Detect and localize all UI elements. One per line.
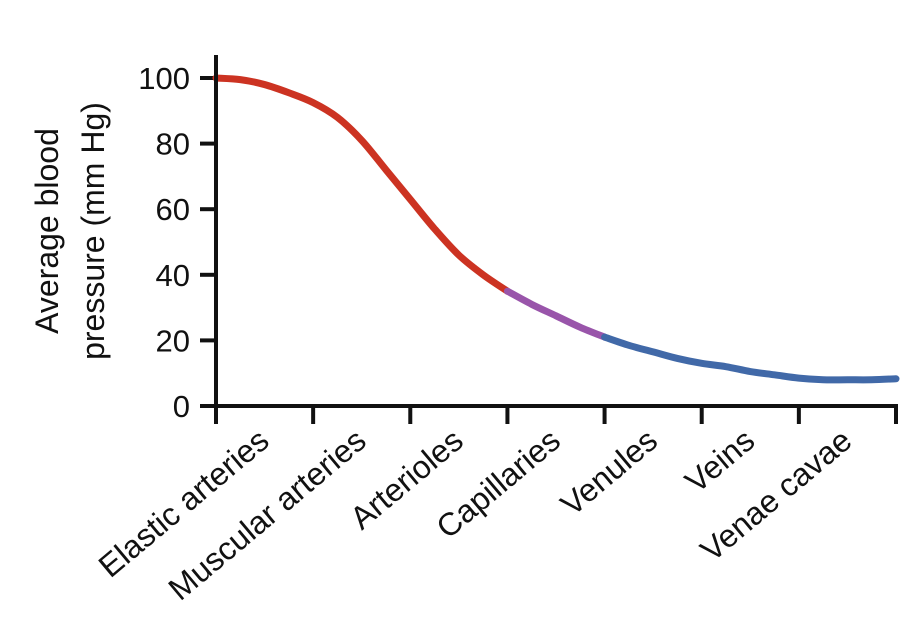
y-tick-label: 100 xyxy=(138,61,190,96)
y-axis-ticks: 0 20 40 60 80 100 xyxy=(138,61,216,424)
series-lines xyxy=(212,74,900,384)
series-line-3 xyxy=(601,333,900,384)
y-tick-label: 80 xyxy=(156,127,190,162)
x-category-label: Venules xyxy=(554,422,664,523)
series-line-2 xyxy=(503,287,609,341)
x-category-label: Veins xyxy=(678,422,761,500)
y-tick-label: 40 xyxy=(156,258,190,293)
y-tick-label: 20 xyxy=(156,323,190,358)
series-line-1 xyxy=(212,74,511,295)
y-tick-label: 60 xyxy=(156,192,190,227)
y-axis-title: Average blood pressure (mm Hg) xyxy=(29,102,111,360)
y-axis-title-line-2: pressure (mm Hg) xyxy=(75,102,111,360)
y-tick-label: 0 xyxy=(173,389,190,424)
y-axis-title-line-1: Average blood xyxy=(29,128,65,334)
